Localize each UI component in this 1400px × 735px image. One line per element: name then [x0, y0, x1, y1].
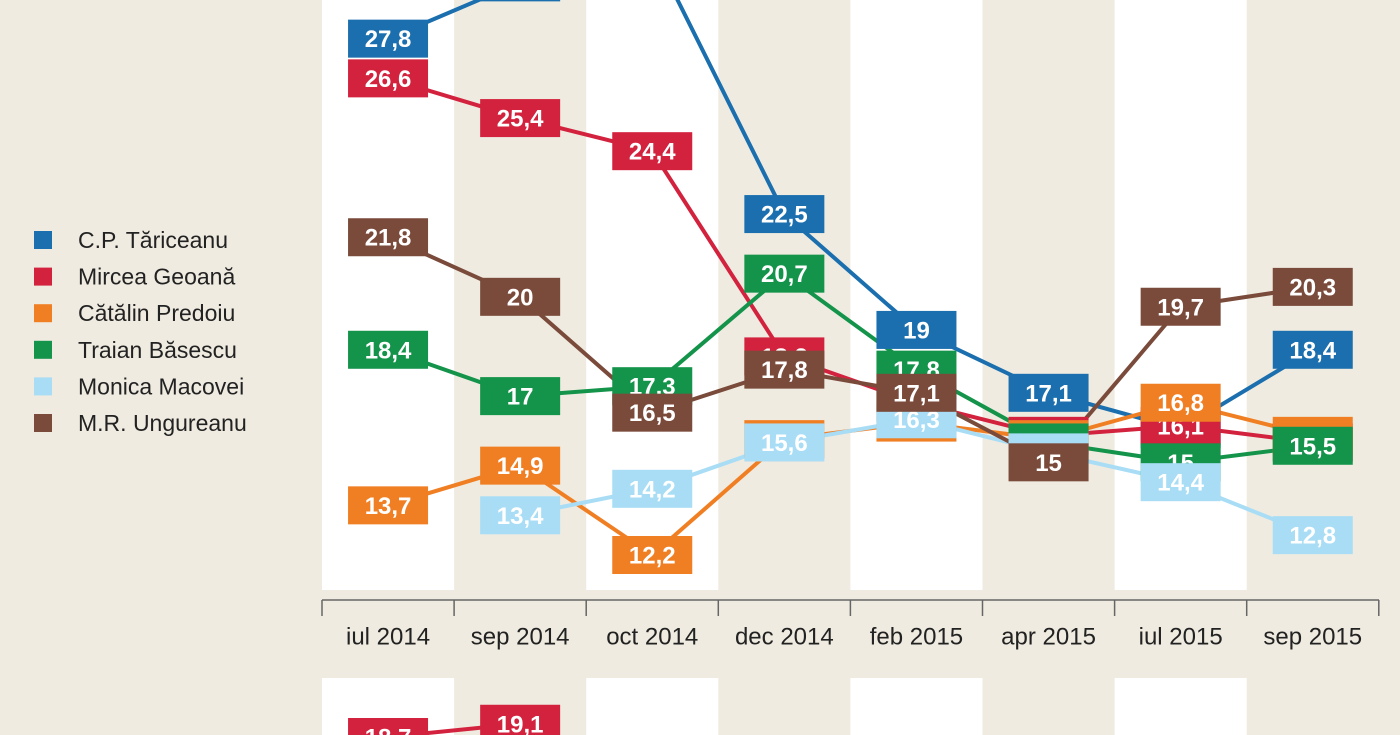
- legend-swatch: [34, 231, 52, 249]
- x-tick-label: feb 2015: [870, 624, 963, 651]
- value-box: [348, 486, 429, 525]
- value-box: [876, 373, 957, 412]
- legend-label: M.R. Ungureanu: [78, 410, 247, 436]
- value-label: 18,4: [365, 337, 412, 364]
- value-label: 16,5: [629, 400, 676, 427]
- value-label: 14,9: [497, 453, 544, 480]
- x-tick-label: sep 2014: [471, 624, 570, 651]
- value-label: 21,8: [365, 225, 412, 252]
- value-box: [876, 310, 957, 349]
- legend-label: Traian Băsescu: [78, 337, 237, 363]
- value-label: 20,3: [1289, 274, 1336, 301]
- value-label: 13,7: [365, 493, 412, 520]
- value-label: 15: [1035, 450, 1062, 477]
- value-box: [348, 218, 429, 257]
- value-label: 14,4: [1157, 470, 1204, 497]
- value-box: [480, 0, 561, 2]
- x-tick-label: dec 2014: [735, 624, 834, 651]
- x-tick-label: iul 2015: [1139, 624, 1223, 651]
- value-box: [480, 446, 561, 485]
- value-box: [612, 393, 693, 432]
- legend-label: C.P. Tăriceanu: [78, 227, 228, 253]
- labels: 27,822,51917,11618,426,625,424,418,216,8…: [348, 0, 1353, 735]
- value-label: 20,7: [761, 261, 808, 288]
- legend-swatch: [34, 267, 52, 286]
- value-box: [1008, 373, 1089, 412]
- legend-label: Cătălin Predoiu: [78, 300, 235, 326]
- value-box: [480, 277, 561, 316]
- value-label: 19: [903, 317, 930, 344]
- column-stripe: [1114, 678, 1247, 735]
- legend-swatch: [34, 340, 52, 359]
- value-box: [1272, 330, 1353, 369]
- value-box: [348, 718, 429, 735]
- value-label: 20: [507, 284, 534, 311]
- value-box: [744, 423, 825, 462]
- legend-swatch: [34, 304, 52, 323]
- value-box: [348, 330, 429, 369]
- value-label: 18,4: [1289, 337, 1336, 364]
- value-box: [612, 536, 693, 574]
- value-box: [348, 59, 429, 98]
- value-box: [480, 377, 561, 416]
- value-label: 17,8: [761, 357, 808, 384]
- value-label: 18,7: [365, 725, 412, 735]
- value-box: [480, 704, 561, 735]
- value-label: 26,6: [365, 66, 412, 93]
- value-label: 15,6: [761, 430, 808, 457]
- value-label: 12,8: [1289, 523, 1336, 550]
- value-box: [480, 496, 561, 535]
- value-label: 27,8: [365, 26, 412, 53]
- value-box: [1140, 463, 1221, 502]
- column-stripe: [850, 678, 983, 735]
- value-label: 24,4: [629, 139, 676, 166]
- series-line: [387, 235, 1314, 465]
- value-box: [1140, 287, 1221, 326]
- x-tick-label: iul 2014: [346, 624, 430, 651]
- value-label: 14,2: [629, 476, 676, 503]
- value-box: [1140, 383, 1221, 422]
- value-box: [744, 254, 825, 293]
- value-label: 12,2: [629, 543, 676, 570]
- value-box: [480, 99, 561, 138]
- column-stripe: [586, 678, 719, 735]
- value-label: 17: [507, 384, 534, 411]
- value-box: [744, 350, 825, 389]
- legend-swatch: [34, 377, 52, 396]
- value-box: [1272, 426, 1353, 465]
- value-label: 17,1: [893, 380, 940, 407]
- legend-swatch: [34, 414, 52, 432]
- column-stripe: [850, 0, 983, 590]
- value-box: [1272, 516, 1353, 555]
- legend-label: Mircea Geoană: [78, 264, 235, 290]
- value-label: 17,1: [1025, 380, 1072, 407]
- x-tick-label: oct 2014: [606, 624, 698, 651]
- value-label: 19,7: [1157, 294, 1204, 321]
- legend-label: Monica Macovei: [78, 373, 244, 399]
- value-label: 22,5: [761, 202, 808, 229]
- legend: C.P. Tăriceanu Mircea Geoană Cătălin Predo…: [34, 227, 247, 436]
- value-label: 16,8: [1157, 390, 1204, 417]
- x-tick-label: apr 2015: [1001, 624, 1096, 651]
- value-box: [612, 132, 693, 171]
- value-label: 19,1: [497, 711, 544, 735]
- value-box: [1272, 267, 1353, 306]
- value-box: [348, 19, 429, 58]
- value-label: 25,4: [497, 106, 544, 133]
- value-label: 15,5: [1289, 433, 1336, 460]
- x-tick-label: sep 2015: [1263, 624, 1362, 651]
- value-box: [744, 195, 825, 234]
- value-label: 13,4: [497, 503, 544, 530]
- value-box: [612, 469, 693, 508]
- value-box: [1008, 443, 1089, 482]
